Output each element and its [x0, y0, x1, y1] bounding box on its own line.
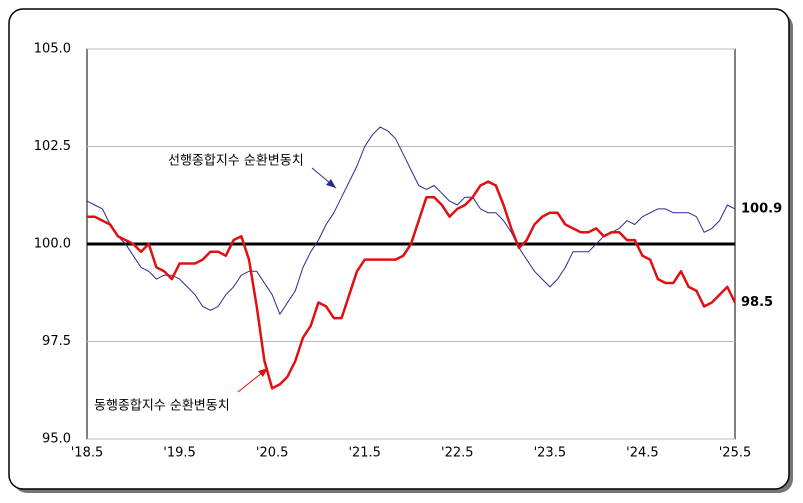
y-tick-label: 102.5 [34, 139, 71, 154]
x-tick-label: '23.5 [534, 446, 567, 461]
x-tick-label: '19.5 [163, 446, 196, 461]
y-tick-label: 105.0 [34, 42, 71, 57]
series-line [87, 180, 737, 390]
x-tick-label: '20.5 [256, 446, 289, 461]
x-tick-label: '18.5 [71, 446, 104, 461]
plot-area: 95.0 97.5 100.0 102.5 105.0 '18.5 '19.5 '20.5 '2… [34, 42, 782, 461]
x-tick-label: '24.5 [626, 446, 659, 461]
x-tick-label: '25.5 [719, 446, 752, 461]
end-value-label: 100.9 [741, 201, 782, 216]
y-tick-label: 100.0 [34, 237, 71, 252]
series-line [86, 126, 736, 315]
annotation: 동행종합지수 순환변동치 [94, 398, 230, 414]
y-tick-label: 97.5 [42, 334, 71, 349]
frame [8, 8, 790, 490]
annotation: 선행종합지수 순환변동치 [168, 153, 304, 169]
x-tick-label: '22.5 [441, 446, 474, 461]
end-value-label: 98.5 [741, 295, 773, 310]
x-tick-label: '21.5 [348, 446, 381, 461]
annotation-arrow-head [326, 179, 336, 188]
y-tick-label: 95.0 [42, 432, 71, 447]
annotation-arrow-head [258, 368, 268, 377]
